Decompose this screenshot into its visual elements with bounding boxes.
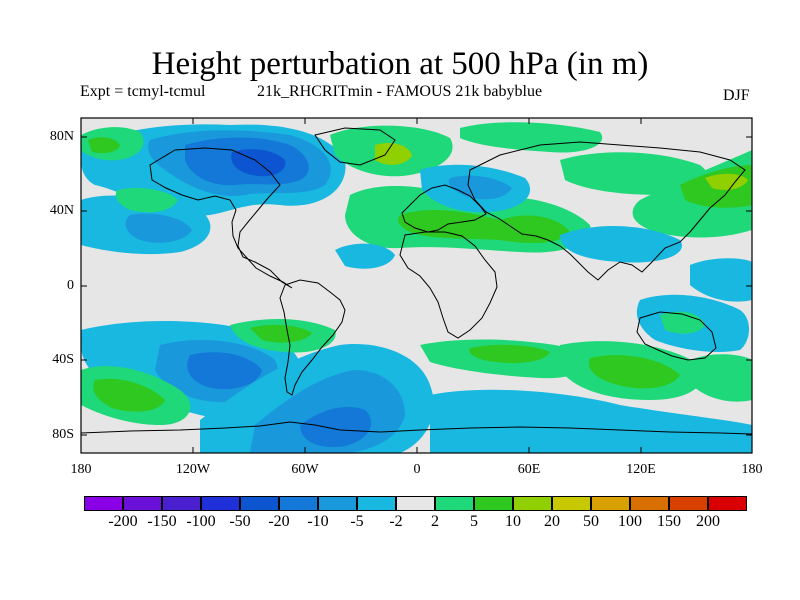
colorbar-label: -150 bbox=[147, 513, 177, 530]
coastline-greenland bbox=[314, 127, 396, 166]
y-tick-label: 80N bbox=[49, 129, 74, 144]
contour-south-pacific-low-core bbox=[187, 352, 262, 390]
colorbar-label: 10 bbox=[505, 513, 521, 530]
colorbar-box bbox=[201, 496, 240, 511]
contour-southern-ocean-high-core bbox=[469, 344, 550, 364]
contour-atlantic-north-core bbox=[375, 143, 412, 165]
axis-ticks bbox=[80, 118, 753, 453]
y-tick-label: 0 bbox=[67, 278, 74, 293]
colorbar-box bbox=[318, 496, 357, 511]
colorbar-label: 100 bbox=[618, 513, 642, 530]
colorbar-box bbox=[708, 496, 747, 511]
colorbar-box bbox=[357, 496, 396, 511]
contour-far-east-center bbox=[705, 173, 748, 190]
contour-south-atlantic-high-core bbox=[250, 324, 312, 343]
y-tick-label: 80S bbox=[52, 427, 74, 442]
colorbar-label: -200 bbox=[108, 513, 138, 530]
coastline-australia bbox=[636, 311, 717, 361]
colorbar-label: 150 bbox=[657, 513, 681, 530]
season-label: DJF bbox=[723, 87, 750, 104]
colorbar-box bbox=[669, 496, 708, 511]
x-tick-label: 0 bbox=[413, 462, 421, 477]
contour-arctic-high bbox=[460, 122, 603, 153]
colorbar-label: -100 bbox=[186, 513, 216, 530]
colorbar-box bbox=[513, 496, 552, 511]
colorbar-label: 50 bbox=[583, 513, 599, 530]
coastlines bbox=[81, 127, 752, 435]
colorbar-box bbox=[396, 496, 435, 511]
experiment-comparison-label: 21k_RHCRITmin - FAMOUS 21k babyblue bbox=[257, 83, 543, 100]
colorbar-label: -10 bbox=[307, 513, 329, 530]
y-tick-label: 40S bbox=[52, 352, 74, 367]
coastline-north-america bbox=[149, 147, 293, 289]
colorbar-box bbox=[84, 496, 123, 511]
x-tick-label: 180 bbox=[741, 462, 763, 477]
contour-tropical-atlantic-low bbox=[335, 243, 395, 269]
colorbar-box bbox=[123, 496, 162, 511]
colorbar-label: -20 bbox=[268, 513, 290, 530]
x-tick-label: 60E bbox=[517, 462, 541, 477]
y-tick-label: 40N bbox=[49, 203, 74, 218]
contour-antarctic-low-core bbox=[300, 406, 372, 448]
colorbar-box bbox=[591, 496, 630, 511]
colorbar-label: -50 bbox=[229, 513, 251, 530]
colorbar-label: 5 bbox=[470, 513, 478, 530]
colorbar-label: -5 bbox=[350, 513, 364, 530]
coastline-antarctica bbox=[81, 421, 752, 435]
colorbar-label: 200 bbox=[696, 513, 720, 530]
contour-north-pacific-high bbox=[115, 188, 178, 213]
colorbar-box bbox=[435, 496, 474, 511]
contour-siberia-high bbox=[560, 152, 708, 195]
contour-indian-ocean-high-core bbox=[588, 355, 680, 389]
contour-pacific-north-core bbox=[88, 137, 120, 154]
colorbar-label: -2 bbox=[389, 513, 403, 530]
contour-tasman-high bbox=[660, 311, 705, 334]
contour-fields bbox=[81, 118, 752, 453]
colorbar-box bbox=[162, 496, 201, 511]
coastline-south-america bbox=[279, 279, 346, 396]
colorbar-label: 2 bbox=[431, 513, 439, 530]
experiment-label: Expt = tcmyl-tcmul bbox=[80, 83, 206, 100]
coastline-asia bbox=[467, 141, 746, 281]
chart-title: Height perturbation at 500 hPa (in m) bbox=[151, 46, 649, 82]
x-tick-label: 120W bbox=[175, 462, 211, 477]
contour-south-indian-low bbox=[430, 389, 752, 453]
contour-tropical-pacific-low bbox=[690, 258, 752, 302]
colorbar-box bbox=[240, 496, 279, 511]
coastline-africa bbox=[399, 231, 498, 339]
x-tick-label: 120E bbox=[626, 462, 656, 477]
colorbar-box bbox=[552, 496, 591, 511]
x-tick-label: 60W bbox=[291, 462, 319, 477]
contour-south-east-pacific-high bbox=[690, 354, 752, 402]
colorbar-label: 20 bbox=[544, 513, 560, 530]
x-tick-label: 180 bbox=[70, 462, 92, 477]
coastline-europe bbox=[401, 184, 487, 233]
contour-north-pacific-mid-low-core bbox=[125, 213, 192, 243]
contour-asia-low bbox=[560, 225, 682, 263]
colorbar-box bbox=[279, 496, 318, 511]
colorbar-box bbox=[474, 496, 513, 511]
contour-south-pacific-high-core bbox=[93, 378, 165, 412]
colorbar-box bbox=[630, 496, 669, 511]
